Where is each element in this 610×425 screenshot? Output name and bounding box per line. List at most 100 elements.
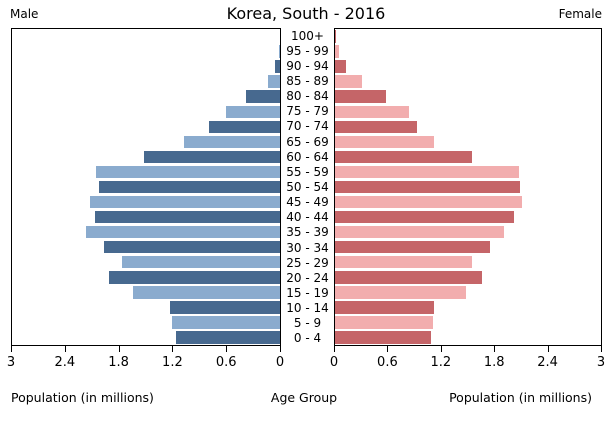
female-bar [335, 75, 362, 88]
male-row [12, 285, 280, 300]
female-bar [335, 301, 435, 314]
age-group-label: 75 - 79 [286, 104, 329, 119]
axis-tick [172, 346, 174, 352]
female-bar [335, 316, 434, 329]
age-group-label: 55 - 59 [286, 164, 329, 179]
axis-tick [494, 346, 496, 352]
female-bar [335, 105, 410, 118]
female-bar [335, 165, 519, 179]
age-group-label: 100+ [291, 28, 324, 43]
axis-tick-label: 2.4 [54, 355, 76, 370]
female-row [335, 315, 601, 330]
axis-tick-label: 3 [6, 355, 16, 370]
axis-tick [64, 346, 66, 352]
male-row [12, 104, 280, 119]
male-row [12, 164, 280, 179]
axis-tick-label: 3 [596, 355, 606, 370]
axis-tick [601, 346, 602, 352]
female-bar [335, 120, 418, 134]
female-row [335, 44, 601, 59]
male-row [12, 74, 280, 89]
axis-tick [118, 346, 120, 352]
female-bar [335, 271, 483, 284]
female-row [335, 225, 601, 240]
male-axis-title: Population (in millions) [11, 390, 154, 405]
axis-tick-label: 0 [329, 355, 339, 370]
male-axis-tick-labels: 3 2.4 1.8 1.2 0.6 0 [7, 355, 284, 371]
female-bar [335, 60, 346, 73]
chart-title: Korea, South - 2016 [226, 4, 386, 23]
axis-tick-label: 1.2 [430, 355, 452, 370]
age-group-label: 70 - 74 [286, 119, 329, 134]
male-row [12, 29, 280, 44]
female-bar [335, 180, 521, 194]
male-row [12, 44, 280, 59]
male-bar [132, 286, 280, 299]
male-row [12, 210, 280, 225]
axis-tick-label: 2.4 [537, 355, 558, 370]
axis-tick [280, 346, 281, 352]
axis-tick-label: 0.6 [215, 355, 237, 370]
female-row [335, 300, 601, 315]
female-row [335, 59, 601, 74]
female-bar [335, 30, 336, 43]
female-row [335, 119, 601, 134]
age-group-label: 50 - 54 [286, 179, 329, 194]
age-group-label: 20 - 24 [286, 270, 329, 285]
female-side-label: Female [558, 7, 602, 21]
axis-tick-label: 0 [275, 355, 285, 370]
female-row [335, 104, 601, 119]
female-bar [335, 255, 472, 269]
male-bar [184, 135, 280, 149]
age-group-label: 85 - 89 [286, 73, 329, 88]
axis-tick [547, 346, 549, 352]
male-axis-ticks [11, 346, 281, 352]
male-row [12, 195, 280, 210]
male-bar [98, 180, 280, 194]
male-bar [89, 195, 280, 209]
male-row [12, 330, 280, 345]
age-group-label: 30 - 34 [286, 240, 329, 255]
male-row [12, 179, 280, 194]
female-row [335, 179, 601, 194]
female-row [335, 255, 601, 270]
male-bar [104, 240, 280, 254]
axis-tick [226, 346, 228, 352]
female-row [335, 134, 601, 149]
male-row [12, 315, 280, 330]
axis-tick [11, 346, 12, 352]
male-bar [176, 331, 280, 344]
male-row [12, 59, 280, 74]
female-bar [335, 225, 505, 239]
age-group-label: 5 - 9 [293, 316, 322, 331]
female-axis-tick-labels: 0 0.6 1.2 1.8 2.4 3 [330, 355, 605, 371]
male-row [12, 240, 280, 255]
female-bar [335, 90, 387, 103]
male-bar [225, 105, 280, 118]
male-bar [279, 45, 280, 58]
female-axis-ticks [334, 346, 602, 352]
age-group-label: 35 - 39 [286, 225, 329, 240]
female-row [335, 240, 601, 255]
male-row [12, 225, 280, 240]
age-group-label: 80 - 84 [286, 89, 329, 104]
axis-tick-label: 0.6 [377, 355, 398, 370]
axis-tick-label: 1.8 [483, 355, 505, 370]
axis-tick [440, 346, 442, 352]
female-bar [335, 150, 473, 164]
age-group-label: 15 - 19 [286, 285, 329, 300]
female-bar [335, 286, 467, 299]
female-row [335, 149, 601, 164]
male-bar [95, 165, 280, 179]
female-axis-title: Population (in millions) [449, 390, 592, 405]
age-group-label: 60 - 64 [286, 149, 329, 164]
age-group-label: 10 - 14 [286, 301, 329, 316]
axis-tick [334, 346, 335, 352]
female-row [335, 164, 601, 179]
age-group-label: 95 - 99 [286, 43, 329, 58]
male-bar [274, 60, 280, 73]
axis-tick-label: 1.2 [162, 355, 183, 370]
age-group-label: 90 - 94 [286, 58, 329, 73]
male-bar [208, 120, 280, 134]
